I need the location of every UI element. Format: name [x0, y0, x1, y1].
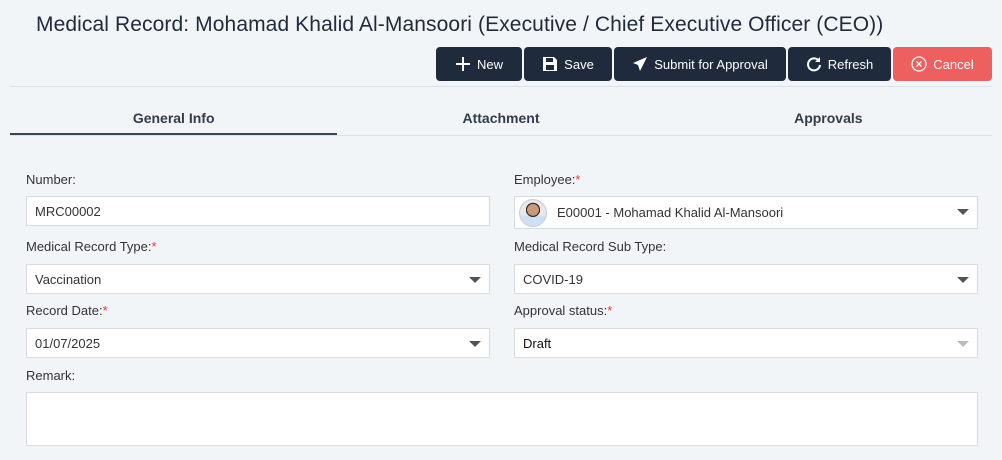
refresh-icon [806, 57, 821, 72]
employee-label: Employee:* [514, 172, 580, 187]
tab-approvals[interactable]: Approvals [794, 110, 863, 126]
subtype-label: Medical Record Sub Type: [514, 239, 666, 254]
required-marker: * [102, 303, 108, 318]
plus-icon [455, 57, 470, 71]
avatar [519, 198, 547, 227]
submit-label: Submit for Approval [654, 56, 768, 72]
number-value: MRC00002 [35, 203, 101, 219]
remark-label-text: Remark: [26, 368, 76, 383]
number-label: Number: [26, 172, 76, 187]
chevron-down-icon [469, 341, 481, 347]
chevron-down-icon [957, 341, 969, 347]
remark-label: Remark: [26, 368, 75, 383]
type-value: Vaccination [35, 271, 102, 287]
submit-for-approval-button[interactable]: Submit for Approval [614, 47, 786, 81]
new-label: New [476, 56, 503, 72]
date-label: Record Date:* [26, 303, 108, 318]
date-label-text: Record Date: [26, 303, 103, 318]
cancel-button[interactable]: Cancel [893, 47, 992, 81]
date-value: 01/07/2025 [35, 335, 101, 351]
new-button[interactable]: New [436, 47, 522, 81]
remark-textarea[interactable] [26, 392, 978, 446]
paper-plane-icon [633, 57, 648, 71]
record-date-picker[interactable]: 01/07/2025 [26, 328, 490, 358]
close-circle-icon [911, 56, 927, 72]
type-label-text: Medical Record Type: [26, 239, 152, 254]
toolbar: New Save Submit for Approval Refresh Can… [436, 47, 992, 81]
required-marker: * [575, 172, 581, 187]
employee-value: E00001 - Mohamad Khalid Al-Mansoori [557, 205, 784, 220]
chevron-down-icon [469, 277, 481, 283]
tab-attachment[interactable]: Attachment [462, 110, 540, 126]
approval-status-select: Draft [514, 328, 978, 358]
floppy-disk-icon [543, 57, 558, 71]
save-button[interactable]: Save [524, 47, 612, 81]
cancel-label: Cancel [933, 56, 974, 72]
required-marker: * [151, 239, 157, 254]
tab-general-info[interactable]: General Info [10, 100, 338, 135]
status-label: Approval status:* [514, 303, 612, 318]
refresh-label: Refresh [827, 56, 874, 72]
tab-bar: General Info Attachment Approvals [10, 100, 992, 136]
save-label: Save [564, 56, 594, 72]
divider [10, 86, 992, 87]
status-value: Draft [523, 335, 552, 351]
number-label-text: Number: [26, 172, 76, 187]
employee-select[interactable]: E00001 - Mohamad Khalid Al-Mansoori [514, 196, 978, 229]
medical-record-type-select[interactable]: Vaccination [26, 264, 490, 294]
subtype-label-text: Medical Record Sub Type: [514, 239, 667, 254]
medical-record-subtype-select[interactable]: COVID-19 [514, 264, 978, 294]
chevron-down-icon [957, 209, 969, 215]
chevron-down-icon [957, 277, 969, 283]
status-label-text: Approval status: [514, 303, 608, 318]
employee-label-text: Employee: [514, 172, 576, 187]
required-marker: * [607, 303, 613, 318]
page-title: Medical Record: Mohamad Khalid Al-Mansoo… [36, 13, 884, 36]
type-label: Medical Record Type:* [26, 239, 157, 254]
number-field[interactable]: MRC00002 [26, 196, 490, 226]
refresh-button[interactable]: Refresh [788, 47, 891, 81]
subtype-value: COVID-19 [523, 271, 583, 287]
